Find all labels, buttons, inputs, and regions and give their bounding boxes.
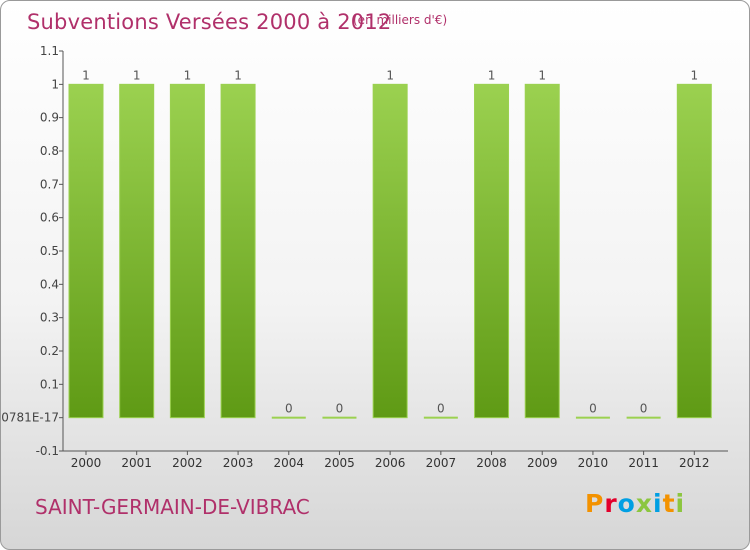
y-tick-label: 0.7 (40, 177, 59, 191)
bar-2002 (169, 83, 205, 419)
data-label-2003: 1 (234, 68, 242, 82)
bar-2001 (119, 83, 155, 419)
y-tick-label: 0.8 (40, 144, 59, 158)
data-label-2012: 1 (690, 68, 698, 82)
x-tick-label-2012: 2012 (679, 456, 710, 470)
bar-2011 (626, 416, 661, 419)
bar-2007 (423, 416, 458, 419)
y-tick-label: 1.387778780781E-17 (1, 411, 59, 425)
data-label-2001: 1 (133, 68, 141, 82)
x-tick-label-2009: 2009 (527, 456, 558, 470)
bar-2005 (322, 416, 357, 419)
x-tick-label-2003: 2003 (223, 456, 254, 470)
logo-letter: i (653, 489, 663, 518)
logo-letter: t (662, 489, 676, 518)
y-tick-label: 0.4 (40, 277, 59, 291)
logo-letter: x (635, 489, 653, 518)
x-tick-label-2001: 2001 (121, 456, 152, 470)
y-tick-label: 1 (51, 77, 59, 91)
data-label-2004: 0 (285, 402, 293, 416)
y-tick-label: 0.3 (40, 311, 59, 325)
x-tick-label-2008: 2008 (476, 456, 507, 470)
data-label-2010: 0 (589, 402, 597, 416)
bar-2012 (676, 83, 712, 419)
commune-name: SAINT-GERMAIN-DE-VIBRAC (35, 495, 310, 519)
data-label-2008: 1 (488, 68, 496, 82)
y-tick-label: -0.1 (36, 444, 59, 458)
data-label-2009: 1 (538, 68, 546, 82)
bar-2006 (372, 83, 408, 419)
bar-2003 (220, 83, 256, 419)
data-label-2002: 1 (184, 68, 192, 82)
logo-letter: r (604, 489, 618, 518)
x-tick-label-2010: 2010 (578, 456, 609, 470)
data-label-2011: 0 (640, 402, 648, 416)
y-tick-label: 0.6 (40, 211, 59, 225)
bar-2000 (68, 83, 104, 419)
x-tick-label-2011: 2011 (628, 456, 659, 470)
y-tick-label: 0.1 (40, 377, 59, 391)
x-tick-label-2005: 2005 (324, 456, 355, 470)
logo-letter: P (585, 489, 605, 518)
data-label-2007: 0 (437, 402, 445, 416)
x-tick-label-2004: 2004 (273, 456, 304, 470)
y-tick-label: 1.1 (40, 44, 59, 58)
logo-letter: i (675, 489, 686, 518)
x-tick-label-2000: 2000 (71, 456, 102, 470)
x-tick-label-2007: 2007 (426, 456, 457, 470)
x-tick-label-2002: 2002 (172, 456, 203, 470)
proxiti-logo: Proxiti (585, 489, 685, 518)
bar-2008 (474, 83, 510, 419)
y-tick-label: 0.5 (40, 244, 59, 258)
bar-2009 (524, 83, 560, 419)
bar-2004 (271, 416, 306, 419)
bar-2010 (575, 416, 610, 419)
y-tick-label: 0.2 (40, 344, 59, 358)
data-label-2000: 1 (82, 68, 90, 82)
x-tick-label-2006: 2006 (375, 456, 406, 470)
data-label-2005: 0 (336, 402, 344, 416)
logo-letter: o (617, 489, 636, 518)
unit-label: (en milliers d'€) (353, 13, 448, 27)
y-tick-label: 0.9 (40, 111, 59, 125)
data-label-2006: 1 (386, 68, 394, 82)
chart-title: Subventions Versées 2000 à 2012 (27, 10, 392, 34)
